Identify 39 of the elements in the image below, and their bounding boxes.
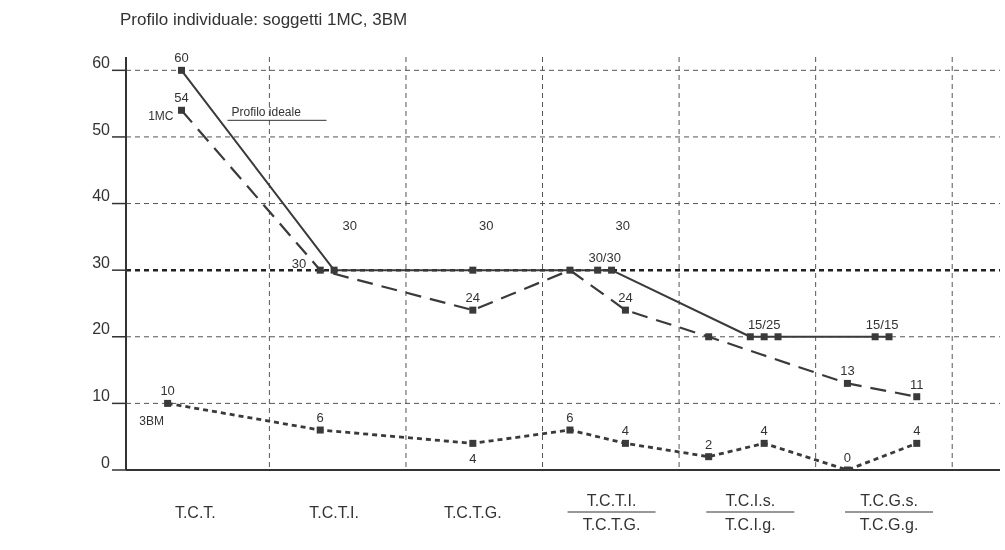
x-tick-label: T.C.T.I. T.C.T.G. [582, 492, 641, 533]
data-label: 2 [705, 436, 713, 452]
y-tick-label: 60 [92, 54, 111, 71]
data-label: 4 [621, 423, 630, 439]
x-tick-label: T.C.T.G. [443, 504, 502, 521]
data-label: 24 [465, 290, 481, 306]
y-tick-label: 0 [101, 453, 111, 471]
x-tick-label: T.C.I.s. T.C.I.g. [724, 492, 776, 533]
data-label: 4 [469, 451, 477, 467]
series-label: 1MC [148, 109, 174, 124]
annotation: 30 [615, 218, 631, 234]
series-label: 3BM [139, 414, 164, 429]
data-label: 60 [174, 50, 189, 66]
data-label: 15/25 [747, 316, 781, 332]
y-tick-label: 10 [92, 387, 111, 405]
data-label: 24 [618, 290, 633, 306]
annotation: 30 [342, 218, 357, 234]
data-label: 4 [760, 423, 768, 439]
y-tick-label: 20 [92, 320, 111, 338]
data-label: 30/30 [588, 250, 621, 266]
y-tick-label: 40 [92, 187, 111, 205]
data-label: 15/15 [865, 316, 899, 332]
x-tick-label: T.C.T.I. [309, 504, 359, 521]
y-tick-label: 50 [92, 120, 111, 138]
y-tick-label: 30 [92, 253, 111, 271]
series-label: Profilo ideale [231, 105, 302, 120]
x-tick-label: T.C.G.s. T.C.G.g. [859, 492, 919, 533]
data-label: 11 [910, 376, 924, 392]
data-label: 6 [566, 410, 574, 426]
annotation: 30 [479, 218, 494, 234]
data-label: 54 [174, 90, 189, 106]
data-label: 30 [291, 256, 307, 272]
data-label: 10 [160, 383, 175, 399]
data-label: 13 [840, 363, 855, 379]
data-label: 0 [843, 450, 852, 465]
data-label: 4 [913, 423, 921, 439]
chart-title: Profilo individuale: soggetti 1MC, 3BM [120, 10, 408, 30]
x-tick-label: T.C.T. [174, 504, 216, 521]
data-label: 6 [316, 410, 324, 426]
